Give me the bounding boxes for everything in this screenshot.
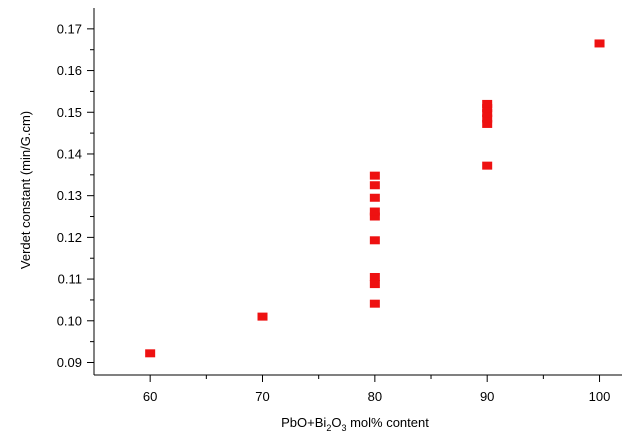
x-tick-label: 60 [143, 389, 157, 404]
data-point [482, 104, 493, 113]
y-tick-label: 0.10 [57, 313, 82, 328]
x-tick-label: 80 [368, 389, 382, 404]
y-tick-label: 0.09 [57, 355, 82, 370]
data-point [369, 171, 380, 180]
x-axis-title-subscript: 3 [341, 423, 346, 433]
y-tick-label: 0.12 [57, 230, 82, 245]
data-point [482, 119, 493, 128]
data-point [369, 207, 380, 216]
data-points [145, 39, 605, 358]
x-axis-title-part: mol% content [346, 415, 429, 430]
data-point [257, 312, 268, 321]
x-axis-title: PbO+Bi2O3 mol% content [281, 415, 429, 433]
x-axis-title-part: O [331, 415, 341, 430]
y-tick-label: 0.14 [57, 146, 82, 161]
data-point [369, 272, 380, 281]
data-point [369, 181, 380, 190]
x-tick-label: 70 [255, 389, 269, 404]
data-point [369, 212, 380, 221]
data-point [369, 280, 380, 289]
x-tick-label: 100 [589, 389, 611, 404]
data-point [482, 99, 493, 108]
y-tick-label: 0.15 [57, 105, 82, 120]
x-axis-title-subscript: 2 [326, 423, 331, 433]
data-point [369, 299, 380, 308]
data-point [369, 236, 380, 245]
y-tick-label: 0.11 [58, 272, 82, 287]
x-axis-title-part: PbO+Bi [281, 415, 326, 430]
data-point [594, 39, 605, 48]
y-axis-title: Verdet constant (min/G.cm) [18, 111, 33, 269]
data-point [145, 349, 156, 358]
data-point [369, 193, 380, 202]
data-point [482, 161, 493, 170]
y-tick-label: 0.13 [57, 188, 82, 203]
y-tick-label: 0.17 [57, 21, 82, 36]
x-tick-label: 90 [480, 389, 494, 404]
data-point [482, 109, 493, 118]
axes: 0.09 0.10 0.11 0.12 0.13 0.14 0.15 0.16 0.17 60 70… [57, 8, 622, 404]
data-point [482, 114, 493, 123]
y-tick-label: 0.16 [57, 63, 82, 78]
